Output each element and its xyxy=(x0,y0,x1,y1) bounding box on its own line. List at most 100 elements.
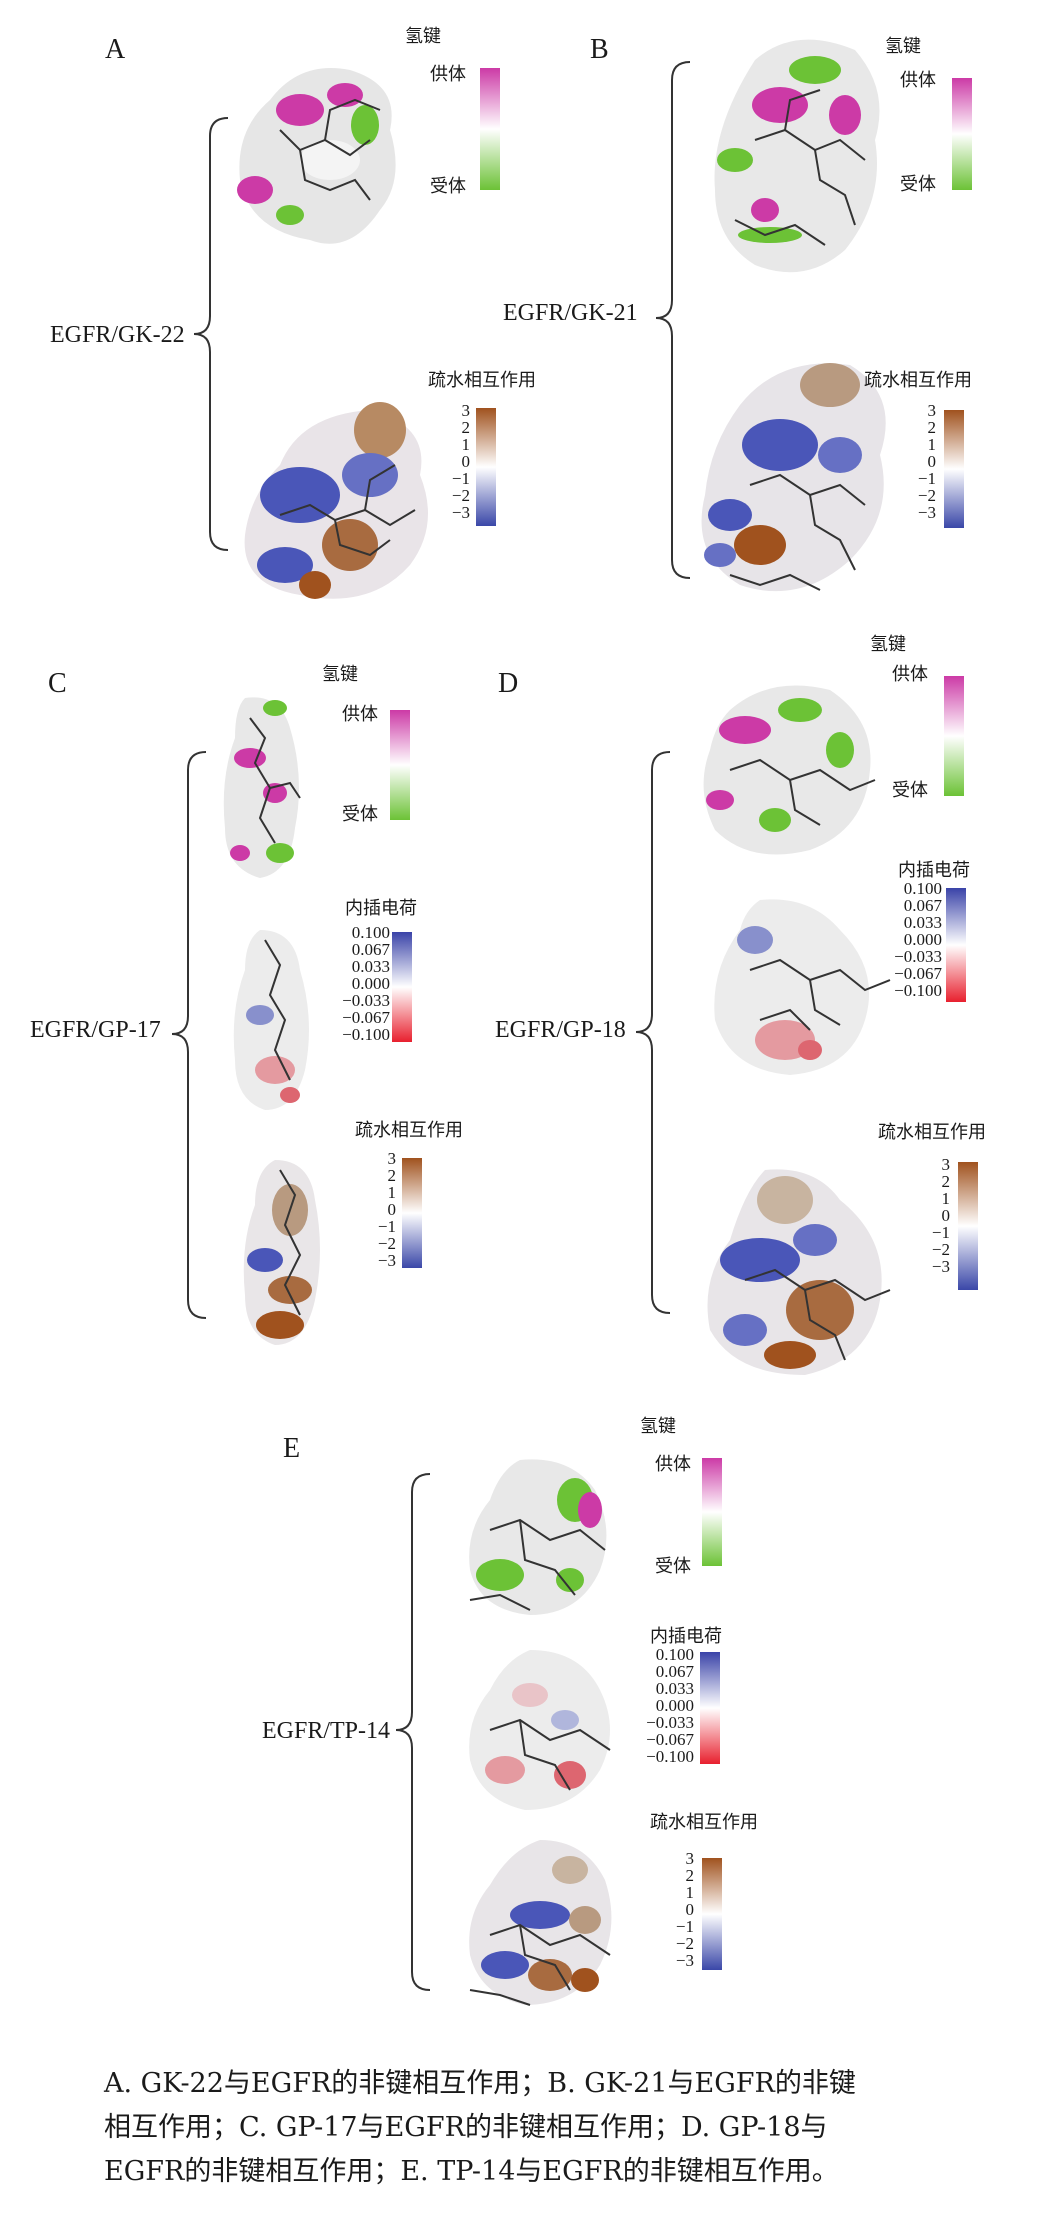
hydro-tick-d-5: −2 xyxy=(931,1240,950,1259)
charge-tick-c-5: −0.067 xyxy=(342,1008,390,1027)
charge-tick-e-1: 0.067 xyxy=(655,1662,694,1681)
molecule-surface-b-hbond xyxy=(714,39,880,273)
charge-colorbar-d xyxy=(946,888,966,1002)
hydro-tick-d-0: 3 xyxy=(941,1155,951,1174)
charge-tick-c-6: −0.100 xyxy=(342,1025,390,1044)
hbond-colorbar-d xyxy=(944,676,964,796)
charge-tick-d-5: −0.067 xyxy=(894,964,942,983)
hbond-donor-label-c: 供体 xyxy=(342,704,378,725)
charge-tick-e-4: −0.033 xyxy=(646,1713,694,1732)
complex-label-a: EGFR/GK-22 xyxy=(50,322,185,348)
hbond-legend-title-e: 氢键 xyxy=(640,1416,676,1437)
hydro-tick-b-6: −3 xyxy=(917,503,936,522)
complex-label-c: EGFR/GP-17 xyxy=(30,1017,161,1043)
hydro-legend-title-b: 疏水相互作用 xyxy=(864,370,972,391)
hbond-colorbar-b xyxy=(952,78,972,190)
hydro-ticks-e: 3 2 1 0 −1 −2 −3 xyxy=(654,1850,694,1969)
hbond-acceptor-label-c: 受体 xyxy=(342,804,378,825)
hbond-donor-label-b: 供体 xyxy=(900,70,936,91)
hydro-tick-e-0: 3 xyxy=(685,1849,695,1868)
charge-ticks-d: 0.100 0.067 0.033 0.000 −0.033 −0.067 −0… xyxy=(852,880,942,999)
panel-letter-b: B xyxy=(590,34,609,65)
hydro-tick-e-2: 1 xyxy=(685,1883,695,1902)
hbond-legend-title-d: 氢键 xyxy=(870,634,906,655)
molecule-surface-c-hbond xyxy=(223,697,301,878)
charge-tick-c-1: 0.067 xyxy=(351,940,390,959)
brace-a xyxy=(193,117,229,551)
charge-legend-title-c: 内插电荷 xyxy=(345,898,417,919)
molecule-surface-e-hbond xyxy=(469,1459,607,1615)
hydro-tick-b-1: 2 xyxy=(927,418,937,437)
hydro-tick-a-3: 0 xyxy=(461,452,471,471)
hydro-tick-d-3: 0 xyxy=(941,1206,951,1225)
hydro-tick-c-5: −2 xyxy=(377,1234,396,1253)
charge-tick-d-1: 0.067 xyxy=(903,896,942,915)
charge-tick-d-4: −0.033 xyxy=(894,947,942,966)
panel-letter-e: E xyxy=(283,1433,301,1464)
hydro-tick-a-6: −3 xyxy=(451,503,470,522)
charge-tick-c-0: 0.100 xyxy=(351,923,390,942)
brace-b xyxy=(655,61,691,579)
hydro-tick-b-4: −1 xyxy=(917,469,936,488)
hydro-tick-e-5: −2 xyxy=(675,1934,694,1953)
hydro-tick-b-2: 1 xyxy=(927,435,937,454)
hydro-legend-title-e: 疏水相互作用 xyxy=(650,1812,758,1833)
caption-line-2: 相互作用；C. GP-17与EGFR的非键相互作用；D. GP-18与 xyxy=(104,2112,828,2143)
hbond-legend-title-c: 氢键 xyxy=(322,664,358,685)
hbond-acceptor-label-b: 受体 xyxy=(900,174,936,195)
complex-label-d: EGFR/GP-18 xyxy=(495,1017,626,1043)
hbond-acceptor-label-a: 受体 xyxy=(430,176,466,197)
hbond-colorbar-a xyxy=(480,68,500,190)
hydro-colorbar-d xyxy=(958,1162,978,1290)
figure-caption: A. GK-22与EGFR的非键相互作用；B. GK-21与EGFR的非键 相互… xyxy=(104,2062,964,2194)
hydro-tick-b-0: 3 xyxy=(927,401,937,420)
brace-d xyxy=(635,751,671,1314)
hydro-tick-e-3: 0 xyxy=(685,1900,695,1919)
charge-colorbar-c xyxy=(392,932,412,1042)
charge-legend-title-d: 内插电荷 xyxy=(898,860,970,881)
hydro-tick-c-6: −3 xyxy=(377,1251,396,1270)
hydro-tick-e-1: 2 xyxy=(685,1866,695,1885)
hydro-colorbar-b xyxy=(944,410,964,528)
hydro-tick-e-4: −1 xyxy=(675,1917,694,1936)
molecule-surface-d-hbond xyxy=(703,685,876,855)
charge-ticks-e: 0.100 0.067 0.033 0.000 −0.033 −0.067 −0… xyxy=(604,1646,694,1765)
charge-ticks-c: 0.100 0.067 0.033 0.000 −0.033 −0.067 −0… xyxy=(300,924,390,1043)
hbond-colorbar-c xyxy=(390,710,410,820)
hydro-legend-title-d: 疏水相互作用 xyxy=(878,1122,986,1143)
hydro-ticks-c: 3 2 1 0 −1 −2 −3 xyxy=(356,1150,396,1269)
hydro-tick-c-3: 0 xyxy=(387,1200,397,1219)
caption-line-3: EGFR的非键相互作用；E. TP-14与EGFR的非键相互作用。 xyxy=(104,2156,839,2187)
molecule-surface-a-hbond xyxy=(237,68,396,244)
charge-tick-c-4: −0.033 xyxy=(342,991,390,1010)
charge-tick-e-3: 0.000 xyxy=(655,1696,694,1715)
charge-tick-e-2: 0.033 xyxy=(655,1679,694,1698)
charge-tick-d-0: 0.100 xyxy=(903,879,942,898)
molecule-surface-c-charge xyxy=(233,930,309,1110)
hydro-tick-b-3: 0 xyxy=(927,452,937,471)
hydro-tick-d-2: 1 xyxy=(941,1189,951,1208)
charge-tick-c-3: 0.000 xyxy=(351,974,390,993)
charge-legend-title-e: 内插电荷 xyxy=(650,1626,722,1647)
hydro-colorbar-a xyxy=(476,408,496,526)
hydro-tick-c-4: −1 xyxy=(377,1217,396,1236)
molecule-surface-d-charge xyxy=(714,899,891,1075)
hbond-acceptor-label-d: 受体 xyxy=(892,780,928,801)
molecule-surface-d-hydrophobic xyxy=(707,1169,891,1375)
hbond-legend-title-a: 氢键 xyxy=(405,26,441,47)
hydro-ticks-d: 3 2 1 0 −1 −2 −3 xyxy=(910,1156,950,1275)
charge-tick-c-2: 0.033 xyxy=(351,957,390,976)
hydro-tick-c-0: 3 xyxy=(387,1149,397,1168)
brace-e xyxy=(395,1473,431,1991)
charge-tick-e-6: −0.100 xyxy=(646,1747,694,1766)
brace-c xyxy=(171,751,207,1319)
caption-line-1: A. GK-22与EGFR的非键相互作用；B. GK-21与EGFR的非键 xyxy=(104,2068,856,2099)
charge-tick-d-3: 0.000 xyxy=(903,930,942,949)
hydro-tick-a-2: 1 xyxy=(461,435,471,454)
hydro-tick-a-0: 3 xyxy=(461,401,471,420)
hydro-tick-c-1: 2 xyxy=(387,1166,397,1185)
molecule-surface-e-hydrophobic xyxy=(469,1840,612,2006)
hbond-colorbar-e xyxy=(702,1458,722,1566)
hbond-donor-label-a: 供体 xyxy=(430,64,466,85)
hbond-legend-title-b: 氢键 xyxy=(885,36,921,57)
